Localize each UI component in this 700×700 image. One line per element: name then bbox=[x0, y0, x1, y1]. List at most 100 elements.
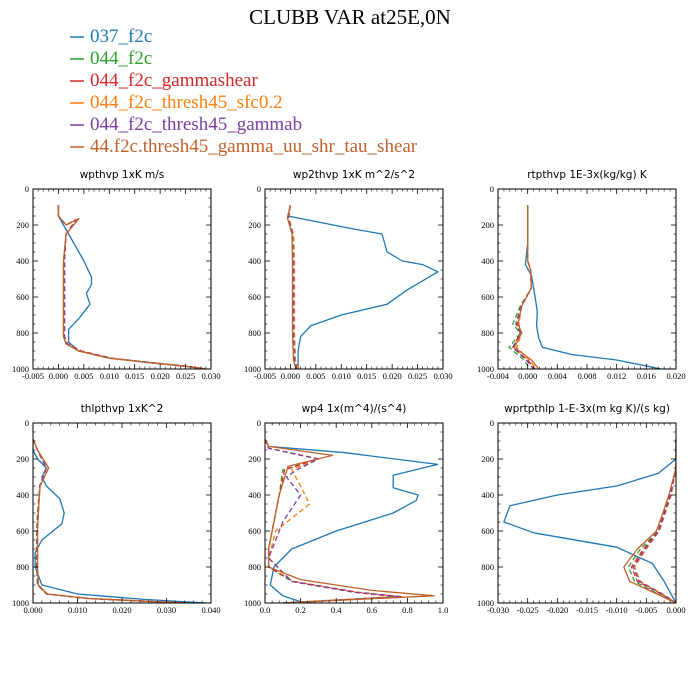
x-tick-label: 0.8 bbox=[402, 605, 413, 615]
panel-title: wpthvp 1xK m/s bbox=[80, 169, 165, 181]
series-line bbox=[265, 438, 394, 603]
series-line bbox=[33, 438, 185, 603]
series-line bbox=[33, 438, 186, 603]
series-group bbox=[265, 438, 439, 603]
legend-label: 44.f2c.thresh45_gamma_uu_shr_tau_shear bbox=[90, 136, 418, 157]
y-tick-label: 200 bbox=[16, 220, 29, 230]
x-tick-label: -0.005 bbox=[635, 605, 657, 615]
y-tick-label: 400 bbox=[248, 490, 261, 500]
plot-frame bbox=[32, 422, 212, 604]
x-tick-label: 0.020 bbox=[151, 371, 170, 381]
x-tick-label: 0.008 bbox=[577, 371, 596, 381]
x-tick-label: 0.025 bbox=[176, 371, 195, 381]
x-tick-label: 0.4 bbox=[331, 605, 342, 615]
legend-entry: 044_f2c_thresh45_sfc0.2 bbox=[70, 92, 283, 113]
y-tick-label: 1000 bbox=[12, 364, 29, 374]
series-line bbox=[265, 438, 400, 603]
x-tick-label: 0.030 bbox=[157, 605, 176, 615]
panel-title: wprtpthlp 1-E-3x(m kg K)/(s kg) bbox=[504, 403, 670, 415]
series-group bbox=[33, 438, 207, 603]
y-tick-label: 0 bbox=[25, 184, 29, 194]
x-tick-label: 0.005 bbox=[306, 371, 325, 381]
y-tick-label: 600 bbox=[481, 292, 494, 302]
y-tick-label: 200 bbox=[16, 454, 29, 464]
x-tick-label: -0.030 bbox=[487, 605, 509, 615]
x-tick-label: -0.005 bbox=[254, 371, 276, 381]
y-tick-label: 800 bbox=[481, 562, 494, 572]
plot-frame bbox=[32, 188, 212, 370]
plot-frame bbox=[497, 422, 677, 604]
x-tick-label: 0.000 bbox=[518, 371, 537, 381]
x-tick-label: 0.6 bbox=[366, 605, 377, 615]
legend-entry: 44.f2c.thresh45_gamma_uu_shr_tau_shear bbox=[70, 136, 418, 157]
x-tick-label: 0.020 bbox=[383, 371, 402, 381]
series-line bbox=[33, 438, 187, 603]
y-tick-label: 800 bbox=[481, 328, 494, 338]
series-line bbox=[287, 205, 439, 369]
chart-panel: wp4 1x(m^4)/(s^4) 0.0 0.2 0.4 0.6 0.8 1.0 0 200 4… bbox=[244, 403, 448, 615]
x-tick-label: 0.2 bbox=[295, 605, 306, 615]
series-line bbox=[33, 438, 187, 603]
series-line bbox=[57, 205, 206, 369]
y-tick-label: 800 bbox=[16, 328, 29, 338]
series-group bbox=[503, 439, 676, 603]
y-tick-label: 0 bbox=[490, 184, 494, 194]
series-line bbox=[632, 439, 676, 603]
series-group bbox=[286, 205, 439, 369]
x-tick-label: 0.015 bbox=[357, 371, 376, 381]
y-tick-label: 800 bbox=[248, 328, 261, 338]
series-line bbox=[623, 439, 676, 603]
series-line bbox=[524, 205, 662, 369]
panel-title: thlpthvp 1xK^2 bbox=[81, 403, 164, 415]
x-tick-label: 0.030 bbox=[433, 371, 452, 381]
series-line bbox=[265, 438, 439, 603]
y-tick-label: 400 bbox=[248, 256, 261, 266]
figure-title: CLUBB VAR at25E,0N bbox=[249, 5, 451, 29]
series-line bbox=[287, 205, 298, 369]
x-tick-label: 0.000 bbox=[23, 605, 42, 615]
y-tick-label: 200 bbox=[481, 454, 494, 464]
x-tick-label: -0.004 bbox=[487, 371, 510, 381]
panel-title: wp2thvp 1xK m^2/s^2 bbox=[293, 169, 415, 181]
y-tick-label: 1000 bbox=[477, 598, 494, 608]
x-tick-label: 0.000 bbox=[666, 605, 685, 615]
y-tick-label: 400 bbox=[481, 256, 494, 266]
panel-title: rtpthvp 1E-3x(kg/kg) K bbox=[527, 169, 648, 181]
x-tick-label: 0.0 bbox=[260, 605, 271, 615]
x-tick-label: -0.010 bbox=[606, 605, 628, 615]
y-tick-label: 1000 bbox=[12, 598, 29, 608]
y-tick-label: 200 bbox=[481, 220, 494, 230]
series-line bbox=[33, 439, 207, 603]
series-line bbox=[57, 205, 206, 369]
x-tick-label: 0.004 bbox=[548, 371, 568, 381]
x-tick-label: 0.000 bbox=[281, 371, 300, 381]
y-tick-label: 600 bbox=[16, 526, 29, 536]
legend-label: 037_f2c bbox=[90, 26, 152, 47]
y-tick-label: 600 bbox=[481, 526, 494, 536]
series-line bbox=[265, 438, 403, 603]
y-tick-label: 0 bbox=[25, 418, 29, 428]
x-tick-label: -0.025 bbox=[517, 605, 539, 615]
y-tick-label: 400 bbox=[481, 490, 494, 500]
series-line bbox=[57, 205, 206, 369]
y-tick-label: 0 bbox=[490, 418, 494, 428]
series-line bbox=[265, 438, 401, 603]
legend: 037_f2c044_f2c044_f2c_gammashear044_f2c_… bbox=[70, 26, 418, 157]
x-tick-label: 0.020 bbox=[666, 371, 685, 381]
x-tick-label: 0.012 bbox=[607, 371, 626, 381]
y-tick-label: 800 bbox=[248, 562, 261, 572]
y-tick-label: 1000 bbox=[477, 364, 494, 374]
x-tick-label: 1.0 bbox=[438, 605, 449, 615]
series-line bbox=[57, 205, 206, 369]
legend-label: 044_f2c bbox=[90, 48, 152, 69]
series-line bbox=[57, 205, 206, 369]
x-tick-label: 0.030 bbox=[201, 371, 220, 381]
x-tick-label: 0.010 bbox=[332, 371, 351, 381]
y-tick-label: 1000 bbox=[244, 364, 261, 374]
y-tick-label: 400 bbox=[16, 256, 29, 266]
series-line bbox=[513, 205, 540, 369]
x-tick-label: -0.005 bbox=[22, 371, 44, 381]
chart-panel: wprtpthlp 1-E-3x(m kg K)/(s kg) -0.030 -0.… bbox=[477, 403, 686, 615]
chart-panel: wpthvp 1xK m/s -0.005 0.000 0.005 0.010 0.015… bbox=[12, 169, 221, 381]
